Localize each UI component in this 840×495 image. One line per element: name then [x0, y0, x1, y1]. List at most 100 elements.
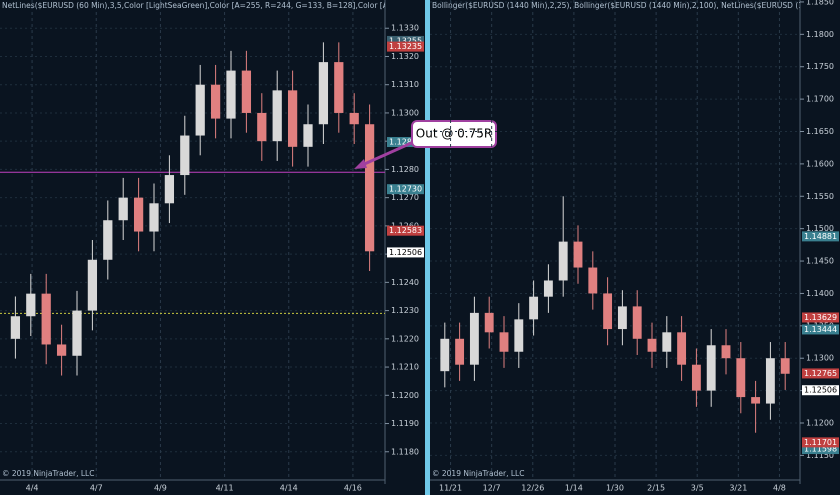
candle-body	[41, 293, 51, 345]
y-tick-label: 1.1180	[391, 447, 419, 456]
price-flag	[802, 437, 839, 448]
candle-body	[195, 84, 205, 136]
candle-body	[364, 124, 375, 252]
x-tick-label: 1/14	[565, 484, 583, 493]
y-tick-label: 1.1310	[391, 80, 419, 89]
price-flag-label: 1.11598	[804, 445, 837, 454]
candle-body	[272, 90, 282, 142]
price-flag-label: 1.12730	[389, 185, 422, 194]
candle-body	[241, 70, 252, 113]
y-tick-label: 1.1800	[806, 30, 834, 39]
price-flag	[802, 231, 839, 242]
x-tick-label: 3/5	[691, 484, 704, 493]
candle-body	[56, 344, 67, 356]
y-tick-label: 1.1750	[806, 62, 834, 71]
x-tick-label: 1/30	[606, 484, 624, 493]
candle-body	[765, 358, 775, 404]
candle-body	[514, 319, 524, 352]
price-flag	[802, 385, 839, 396]
annotation-box	[411, 120, 497, 148]
x-tick-label: 12/7	[483, 484, 501, 493]
candle-body	[226, 70, 236, 119]
price-flag-label: 1.13255	[389, 36, 422, 45]
price-flag-label: 1.12506	[804, 386, 837, 395]
candle-body	[10, 316, 21, 339]
candle-body	[736, 358, 746, 398]
price-flag	[802, 444, 839, 455]
x-tick-label: 4/14	[280, 484, 298, 493]
price-flag	[387, 41, 424, 52]
candle-body	[588, 267, 598, 294]
y-tick-label: 1.1300	[806, 354, 834, 363]
candle-body	[257, 112, 267, 142]
candle-body	[662, 332, 672, 352]
y-tick-label: 1.1200	[391, 391, 419, 400]
y-tick-label: 1.1300	[391, 108, 419, 117]
candle-body	[287, 90, 298, 147]
candle-body	[455, 338, 465, 365]
price-flag-label: 1.12897	[389, 138, 422, 147]
y-tick-label: 1.1200	[806, 418, 834, 427]
price-flag-label: 1.14881	[804, 232, 837, 241]
candle-body	[573, 241, 583, 268]
price-flag	[387, 35, 424, 46]
y-tick-label: 1.1320	[391, 52, 419, 61]
candle-body	[677, 332, 687, 365]
x-tick-label: 4/11	[216, 484, 234, 493]
y-tick-label: 1.1220	[391, 334, 419, 343]
price-flag-label: 1.12583	[389, 226, 422, 235]
y-tick-label: 1.1400	[806, 289, 834, 298]
candle-body	[118, 197, 128, 221]
x-tick-label: 12/26	[521, 484, 544, 493]
price-flag	[802, 368, 839, 379]
y-tick-label: 1.1330	[391, 24, 419, 33]
x-tick-label: 3/21	[729, 484, 747, 493]
y-tick-label: 1.1450	[806, 257, 834, 266]
candle-body	[26, 293, 36, 317]
candle-body	[210, 84, 221, 119]
price-flag-label: 1.12506	[389, 248, 422, 257]
x-tick-label: 4/9	[154, 484, 167, 493]
y-tick-label: 1.1550	[806, 192, 834, 201]
candle-body	[318, 62, 329, 125]
price-flag-label: 1.13444	[804, 325, 837, 334]
candle-body	[103, 220, 113, 260]
panel-footer: © 2019 NinjaTrader, LLC	[432, 469, 524, 478]
x-tick-label: 4/8	[773, 484, 786, 493]
candle-body	[691, 364, 701, 391]
y-tick-label: 1.1280	[391, 165, 419, 174]
candle-body	[469, 312, 479, 365]
candle-body	[603, 293, 613, 330]
candle-body	[164, 175, 175, 204]
candle-body	[133, 197, 144, 232]
candle-body	[349, 112, 359, 125]
candle-body	[543, 280, 553, 297]
candle-body	[72, 310, 82, 356]
annotation-text: Out @ 0.75R	[416, 127, 492, 141]
x-tick-label: 11/21	[439, 484, 462, 493]
price-flag	[387, 184, 424, 195]
candles	[10, 42, 375, 376]
candle-body	[632, 306, 642, 339]
price-flag	[802, 312, 839, 323]
price-flag	[387, 137, 424, 148]
y-tick-label: 1.1190	[391, 419, 419, 428]
y-tick-label: 1.1650	[806, 127, 834, 136]
candle-body	[303, 124, 313, 147]
price-flag-label: 1.12765	[804, 369, 837, 378]
candle-body	[751, 397, 761, 404]
candle-body	[87, 259, 98, 311]
candle-body	[440, 338, 450, 372]
price-flag	[387, 247, 424, 258]
candle-body	[617, 306, 627, 330]
y-tick-label: 1.1210	[391, 363, 419, 372]
x-tick-label: 4/16	[344, 484, 362, 493]
y-tick-label: 1.1700	[806, 95, 834, 104]
y-tick-label: 1.1150	[806, 451, 834, 460]
y-tick-label: 1.1500	[806, 224, 834, 233]
candle-body	[558, 241, 568, 281]
annotation-arrowhead	[354, 159, 367, 169]
price-flag	[387, 225, 424, 236]
price-flag-label: 1.13235	[389, 42, 422, 51]
candle-body	[529, 296, 539, 320]
